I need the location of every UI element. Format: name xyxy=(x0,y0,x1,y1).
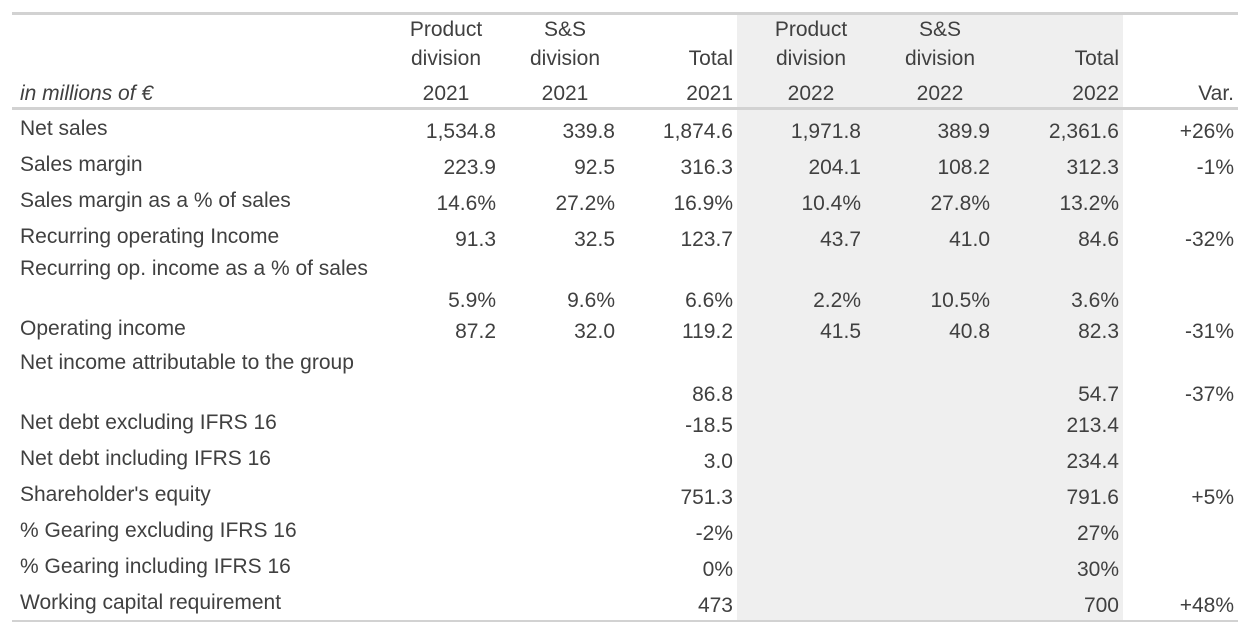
column-header-year: 2021 xyxy=(422,82,470,105)
row-label: Operating income xyxy=(20,317,186,340)
column-header-line2: division xyxy=(410,47,482,70)
column-header-var: Var. xyxy=(1198,82,1234,105)
table-cell: 82.3 xyxy=(1078,320,1119,343)
table-cell: 108.2 xyxy=(937,156,990,179)
table-cell: 41.0 xyxy=(949,228,990,251)
table-cell: -32% xyxy=(1184,228,1234,251)
2022-columns-shading xyxy=(737,14,1123,620)
table-cell: 312.3 xyxy=(1066,156,1119,179)
column-header-line1: S&S xyxy=(543,18,587,41)
column-header-line2: division xyxy=(904,47,976,70)
table-cell: 13.2% xyxy=(1059,192,1119,215)
row-label: Net sales xyxy=(20,117,108,140)
table-cell: +5% xyxy=(1191,486,1234,509)
table-cell: -1% xyxy=(1196,156,1234,179)
table-cell: 9.6% xyxy=(567,289,615,312)
column-header-line2: Total xyxy=(1074,47,1119,70)
table-cell: 30% xyxy=(1076,558,1119,581)
table-cell: -2% xyxy=(695,522,733,545)
column-header-line2: Total xyxy=(688,47,733,70)
row-label: Sales margin as a % of sales xyxy=(20,189,291,212)
table-cell: 40.8 xyxy=(949,320,990,343)
column-header-year: 2022 xyxy=(1072,82,1119,105)
table-cell: 41.5 xyxy=(820,320,861,343)
table-cell: 14.6% xyxy=(436,192,496,215)
table-cell: 119.2 xyxy=(682,320,733,343)
row-label: Net debt including IFRS 16 xyxy=(20,447,271,470)
table-cell: -18.5 xyxy=(685,414,733,437)
table-cell: -31% xyxy=(1184,320,1234,343)
table-cell: 1,971.8 xyxy=(790,120,861,143)
table-cell: 27.8% xyxy=(930,192,990,215)
table-bottom-rule xyxy=(12,620,1238,622)
table-cell: 339.8 xyxy=(562,120,615,143)
unit-label: in millions of € xyxy=(20,82,154,105)
table-cell: 32.5 xyxy=(574,228,615,251)
table-cell: 700 xyxy=(1083,594,1119,617)
table-cell: 1,874.6 xyxy=(662,120,733,143)
row-label: % Gearing excluding IFRS 16 xyxy=(20,519,297,542)
table-cell: 87.2 xyxy=(455,320,496,343)
row-label: Working capital requirement xyxy=(20,591,282,614)
table-cell: 2.2% xyxy=(813,289,861,312)
header-bottom-rule xyxy=(12,107,1238,110)
column-header-line1: Product xyxy=(774,18,848,41)
table-cell: 389.9 xyxy=(937,120,990,143)
table-cell: 84.6 xyxy=(1078,228,1119,251)
table-cell: 5.9% xyxy=(448,289,496,312)
row-label: Recurring operating Income xyxy=(20,225,280,248)
table-cell: 213.4 xyxy=(1066,414,1119,437)
row-label: % Gearing including IFRS 16 xyxy=(20,555,291,578)
table-cell: 10.4% xyxy=(801,192,861,215)
table-cell: 27.2% xyxy=(555,192,615,215)
table-cell: 16.9% xyxy=(673,192,733,215)
column-header-year: 2022 xyxy=(916,82,964,105)
table-cell: 10.5% xyxy=(930,289,990,312)
column-header-line2: division xyxy=(529,47,601,70)
column-header-year: 2021 xyxy=(541,82,589,105)
table-cell: 54.7 xyxy=(1078,383,1119,406)
table-cell: 27% xyxy=(1076,522,1119,545)
table-cell: 91.3 xyxy=(455,228,496,251)
column-header-year: 2022 xyxy=(787,82,835,105)
table-cell: 92.5 xyxy=(574,156,615,179)
table-cell: 32.0 xyxy=(574,320,615,343)
table-cell: 3.6% xyxy=(1071,289,1119,312)
table-cell: 2,361.6 xyxy=(1048,120,1119,143)
column-header-year: 2021 xyxy=(686,82,733,105)
table-cell: 6.6% xyxy=(685,289,733,312)
row-label: Shareholder's equity xyxy=(20,483,211,506)
table-cell: +26% xyxy=(1179,120,1234,143)
table-cell: 3.0 xyxy=(703,450,733,473)
table-top-rule xyxy=(12,12,1238,15)
table-cell: 473 xyxy=(697,594,733,617)
table-cell: 791.6 xyxy=(1066,486,1119,509)
table-cell: -37% xyxy=(1184,383,1234,406)
table-cell: 751.3 xyxy=(680,486,733,509)
table-cell: 86.8 xyxy=(692,383,733,406)
column-header-line1: Product xyxy=(409,18,483,41)
column-header-line1: S&S xyxy=(918,18,962,41)
column-header-line2: division xyxy=(775,47,847,70)
row-label: Net debt excluding IFRS 16 xyxy=(20,411,277,434)
table-cell: +48% xyxy=(1179,594,1234,617)
row-label: Sales margin xyxy=(20,153,143,176)
table-cell: 223.9 xyxy=(443,156,496,179)
row-label: Net income attributable to the group xyxy=(20,351,354,374)
table-cell: 316.3 xyxy=(680,156,733,179)
table-cell: 0% xyxy=(702,558,733,581)
table-cell: 1,534.8 xyxy=(425,120,496,143)
table-cell: 123.7 xyxy=(680,228,733,251)
row-label: Recurring op. income as a % of sales xyxy=(20,257,368,280)
table-cell: 234.4 xyxy=(1066,450,1119,473)
table-cell: 43.7 xyxy=(820,228,861,251)
table-cell: 204.1 xyxy=(808,156,861,179)
